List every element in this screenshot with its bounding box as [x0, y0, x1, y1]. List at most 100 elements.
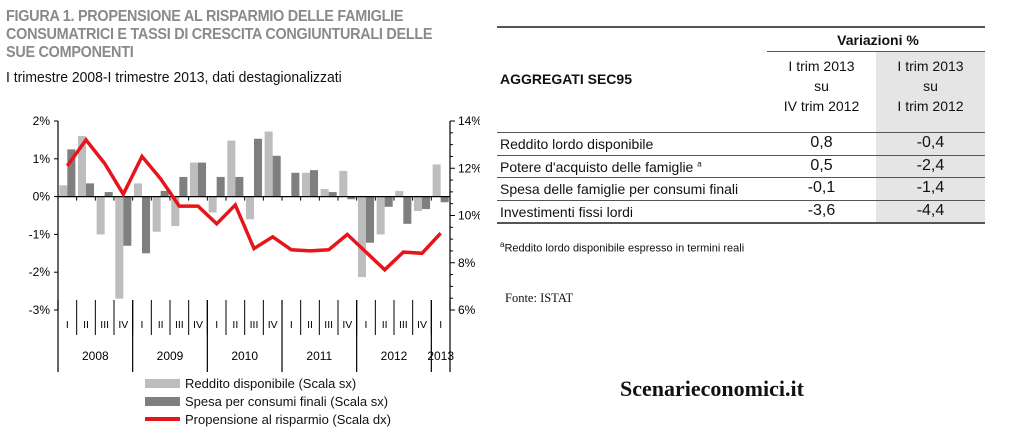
row-label: Spesa delle famiglie per consumi finali: [500, 181, 738, 197]
legend-swatch: [145, 378, 180, 388]
legend-label: Propensione al risparmio (Scala dx): [185, 411, 391, 427]
value-yoy: -1,4: [916, 179, 945, 196]
left-tick-label: 1%: [33, 152, 51, 166]
bar-reddito: [376, 196, 385, 235]
shaded-column: [876, 52, 985, 224]
bar-spesa: [291, 172, 300, 197]
row-label-text: Spesa delle famiglie per consumi finali: [500, 181, 739, 197]
col-header-line: I trim 2013: [788, 58, 855, 74]
footnote-mark: a: [500, 240, 505, 249]
divider: [497, 132, 985, 133]
bar-spesa: [328, 192, 337, 197]
bar-reddito: [59, 185, 68, 197]
row-label-sup: a: [697, 158, 702, 168]
bar-reddito: [245, 196, 254, 220]
quarter-label: IV: [193, 319, 203, 331]
quarter-label: IV: [268, 319, 278, 331]
chart-legend: Reddito disponibile (Scala sx) Spesa per…: [145, 374, 391, 428]
bar-spesa: [198, 162, 207, 197]
bar-spesa: [123, 196, 132, 246]
group-header: Variazioni %: [837, 32, 919, 48]
col-header-1: I trim 2013 su IV trim 2012: [767, 56, 876, 116]
row-label: Potere d'acquisto delle famiglie a: [500, 159, 702, 175]
quarter-label: III: [250, 319, 259, 331]
quarter-label: II: [83, 319, 89, 331]
right-tick-label: 14%: [458, 114, 480, 128]
divider: [497, 177, 985, 178]
bar-spesa: [104, 192, 113, 197]
bar-spesa: [142, 196, 151, 254]
col-header-line: IV trim 2012: [783, 98, 860, 114]
bar-reddito: [339, 170, 348, 197]
bar-spesa: [347, 196, 356, 200]
bar-spesa: [254, 138, 263, 197]
bar-reddito: [432, 164, 441, 197]
quarter-label: III: [324, 319, 333, 331]
col-header-line: su: [923, 78, 938, 94]
row-label-text: Investimenti fissi lordi: [500, 203, 634, 220]
line-propensione: [65, 136, 442, 273]
quarter-label: II: [382, 319, 388, 331]
bar-spesa: [235, 176, 244, 197]
quarter-label: II: [158, 319, 164, 331]
bar-reddito: [320, 189, 329, 197]
chart: 2%1%0%-1%-2%-3%14%12%10%8%6%I II III IV I II I…: [29, 114, 480, 372]
quarter-label: I: [439, 319, 442, 331]
bar-spesa: [422, 196, 431, 210]
right-tick-label: 10%: [458, 209, 480, 223]
left-tick-label: -1%: [29, 227, 51, 241]
value-yoy: -0,4: [916, 134, 945, 151]
bar-spesa: [216, 176, 225, 197]
bar-reddito: [227, 140, 236, 197]
bar-reddito: [77, 136, 86, 197]
right-tick-label: 8%: [458, 256, 476, 270]
table-heading: AGGREGATI SEC95: [500, 71, 632, 87]
bar-spesa: [86, 183, 95, 197]
row-label-text: Reddito lordo disponibile: [500, 136, 654, 152]
bar-spesa: [160, 190, 169, 197]
legend-label: Spesa per consumi finali (Scala sx): [185, 393, 389, 409]
quarter-label: I: [141, 319, 144, 331]
value-yoy: -4,4: [916, 201, 945, 219]
year-label: 2013: [427, 349, 454, 363]
bar-reddito: [357, 196, 366, 278]
col-header-line: I trim 2012: [897, 98, 964, 114]
legend-item-spesa: Spesa per consumi finali (Scala sx): [145, 392, 391, 410]
divider: [497, 199, 985, 201]
quarter-label: I: [290, 319, 293, 331]
bar-reddito: [395, 190, 404, 197]
bar-reddito: [96, 196, 105, 235]
divider: [497, 26, 985, 28]
quarter-label: IV: [342, 319, 352, 331]
footnote: aReddito lordo disponibile espresso in t…: [500, 240, 744, 255]
legend-swatch: [145, 417, 180, 421]
quarter-label: I: [215, 319, 218, 331]
col-header-line: su: [814, 78, 829, 94]
quarter-label: I: [66, 319, 69, 331]
quarter-label: III: [175, 319, 184, 331]
bar-reddito: [171, 196, 180, 227]
divider: [497, 154, 985, 156]
quarter-label: II: [232, 319, 238, 331]
bar-spesa: [272, 155, 281, 197]
quarter-label: I: [365, 319, 368, 331]
bar-spesa: [310, 170, 319, 197]
year-label: 2008: [82, 349, 109, 363]
divider: [497, 222, 985, 224]
brand-watermark: Scenarieconomici.it: [620, 376, 804, 401]
value-qoq: 0,8: [810, 134, 833, 151]
quarter-label: IV: [118, 319, 128, 331]
bar-spesa: [366, 196, 375, 243]
bar-spesa: [67, 149, 76, 197]
year-label: 2011: [306, 349, 332, 363]
left-tick-label: 0%: [33, 190, 51, 204]
bar-reddito: [189, 162, 198, 197]
quarter-label: III: [100, 319, 109, 331]
quarter-label: II: [307, 319, 313, 331]
bar-reddito: [301, 172, 310, 197]
bar-spesa: [179, 176, 188, 197]
legend-item-propensione: Propensione al risparmio (Scala dx): [145, 410, 391, 428]
value-qoq: -0,1: [807, 179, 836, 196]
divider: [767, 51, 985, 52]
